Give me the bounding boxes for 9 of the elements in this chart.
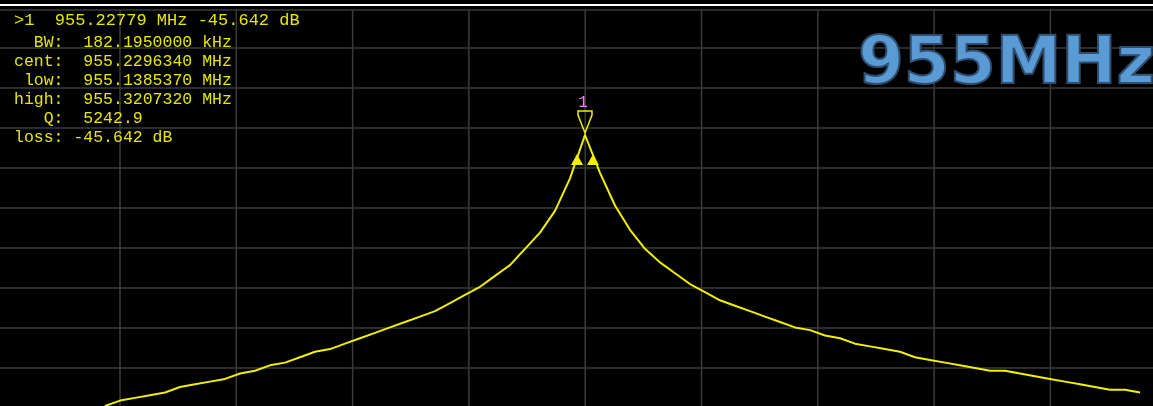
text: low: 955.1385370 MHz <box>14 71 232 90</box>
text: high: 955.3207320 MHz <box>14 90 232 109</box>
text: BW: 182.1950000 kHz <box>14 33 232 52</box>
text: Q: 5242.9 <box>14 109 143 128</box>
text: >1 955.22779 MHz -45.642 dB <box>14 11 300 30</box>
annotation: loss: -45.642 dB <box>14 128 173 147</box>
chart-title: 955MHz <box>857 22 1153 99</box>
text: cent: 955.2296340 MHz <box>14 52 232 71</box>
text: 1 <box>578 94 588 112</box>
